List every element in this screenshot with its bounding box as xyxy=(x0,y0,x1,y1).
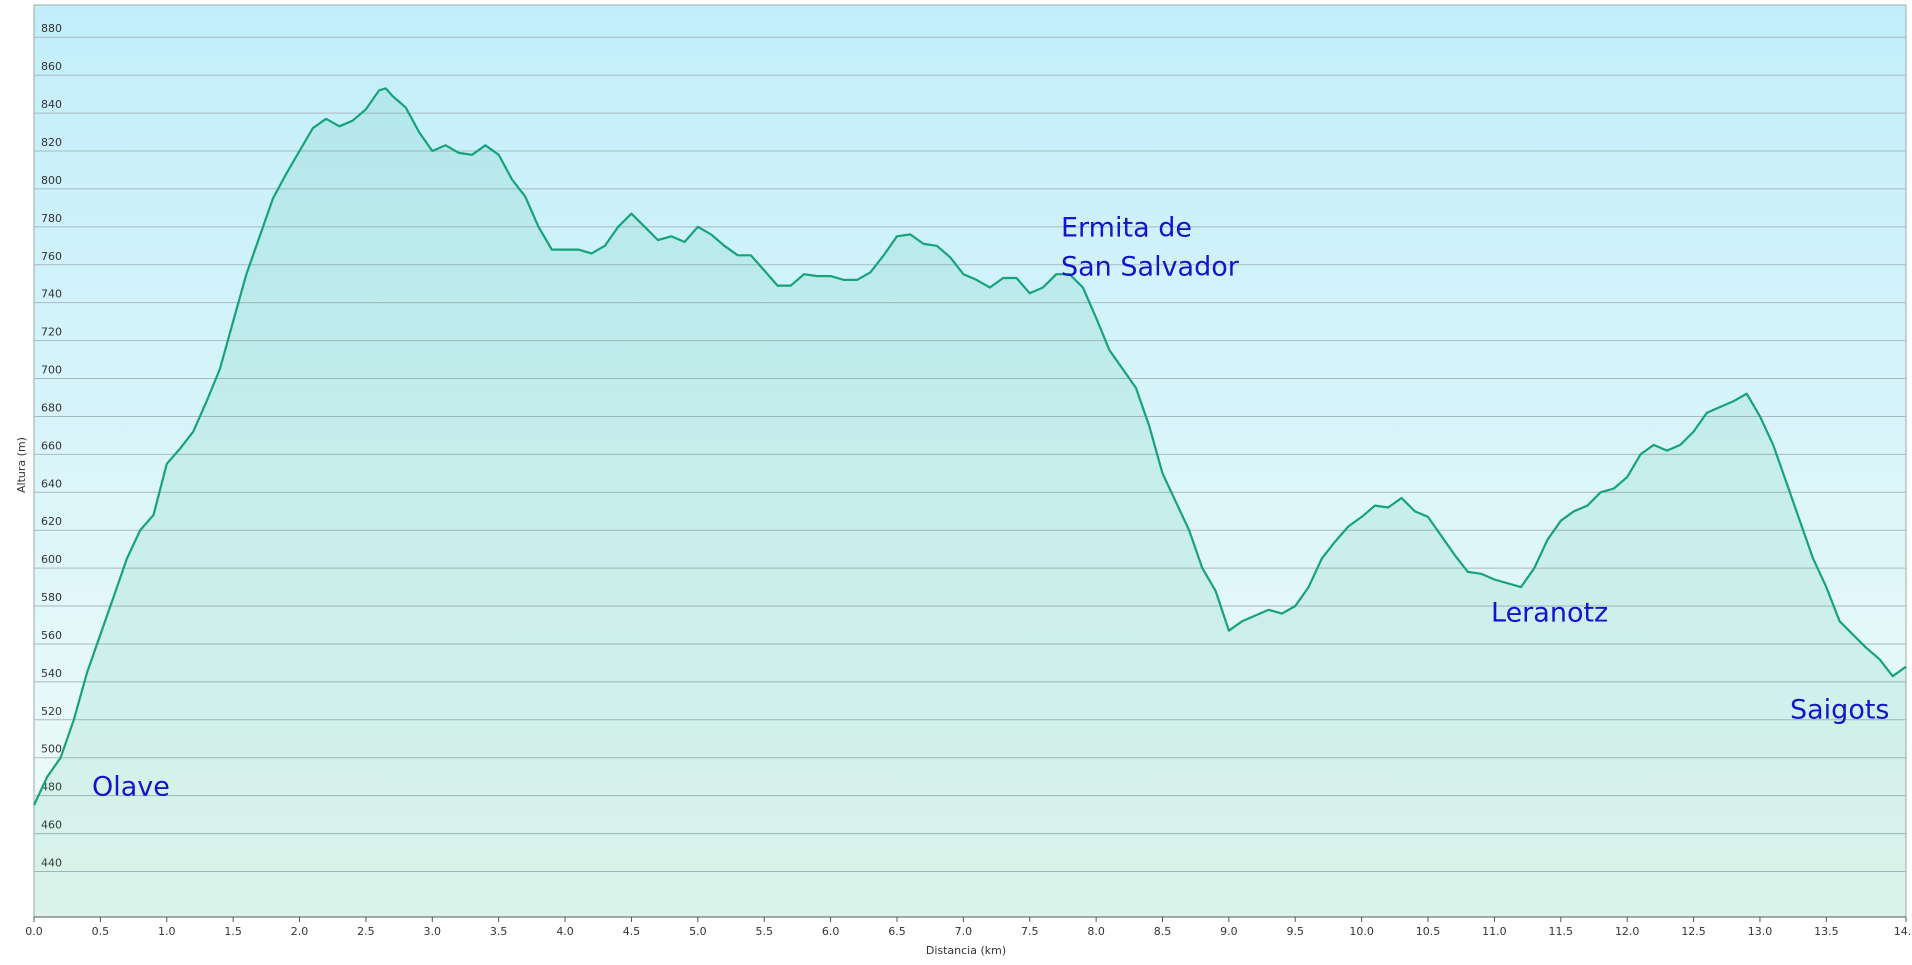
x-tick-label: 11.5 xyxy=(1549,925,1574,938)
x-tick-label: 13.5 xyxy=(1814,925,1839,938)
x-tick-label: 2.5 xyxy=(357,925,375,938)
x-tick-label: 7.0 xyxy=(955,925,973,938)
x-tick-label: 3.5 xyxy=(490,925,508,938)
annotation: Leranotz xyxy=(1491,598,1608,629)
y-tick-label: 520 xyxy=(41,705,62,718)
y-tick-label: 620 xyxy=(41,515,62,528)
y-tick-label: 640 xyxy=(41,477,62,490)
x-tick-label: 4.5 xyxy=(623,925,641,938)
annotation: San Salvador xyxy=(1061,252,1240,283)
x-tick-label: 12.0 xyxy=(1615,925,1640,938)
y-tick-label: 440 xyxy=(41,856,62,869)
x-tick-label: 1.0 xyxy=(158,925,176,938)
y-axis-label: Altura (m) xyxy=(15,437,28,493)
x-tick-label: 3.0 xyxy=(424,925,442,938)
x-tick-label: 4.0 xyxy=(556,925,574,938)
x-axis-label: Distancia (km) xyxy=(926,944,1006,957)
x-tick-label: 10.0 xyxy=(1349,925,1374,938)
plot-area xyxy=(33,4,1907,918)
y-tick-label: 540 xyxy=(41,667,62,680)
y-tick-label: 600 xyxy=(41,553,62,566)
y-tick-label: 580 xyxy=(41,591,62,604)
y-tick-label: 480 xyxy=(41,781,62,794)
y-tick-label: 780 xyxy=(41,212,62,225)
y-tick-label: 460 xyxy=(41,819,62,832)
line xyxy=(33,87,1907,806)
y-tick-label: 840 xyxy=(41,98,62,111)
y-tick-label: 860 xyxy=(41,60,62,73)
x-tick-label: 2.0 xyxy=(291,925,309,938)
y-tick-label: 740 xyxy=(41,288,62,301)
y-tick-label: 760 xyxy=(41,250,62,263)
x-tick-label: 13.0 xyxy=(1748,925,1773,938)
y-tick-label: 800 xyxy=(41,174,62,187)
x-tick-label: 8.5 xyxy=(1154,925,1172,938)
annotation: Olave xyxy=(92,772,170,803)
x-tick-label: 12.5 xyxy=(1681,925,1706,938)
x-tick-label: 11.0 xyxy=(1482,925,1507,938)
y-tick-label: 660 xyxy=(41,439,62,452)
y-tick-label: 720 xyxy=(41,326,62,339)
y-tick-label: 700 xyxy=(41,364,62,377)
x-tick-label: 0.0 xyxy=(25,925,43,938)
x-tick-label: 8.0 xyxy=(1087,925,1105,938)
x-tick-label: 7.5 xyxy=(1021,925,1039,938)
x-tick-label: 5.0 xyxy=(689,925,707,938)
x-tick-label: 10.5 xyxy=(1416,925,1441,938)
x-tick-label: 14.1 xyxy=(1894,925,1912,938)
x-tick-label: 9.5 xyxy=(1287,925,1305,938)
y-tick-label: 680 xyxy=(41,401,62,414)
x-tick-label: 5.5 xyxy=(755,925,773,938)
area xyxy=(34,88,1906,917)
y-tick-label: 820 xyxy=(41,136,62,149)
x-tick-label: 6.5 xyxy=(888,925,906,938)
x-tick-label: 0.5 xyxy=(92,925,110,938)
x-tick-label: 6.0 xyxy=(822,925,840,938)
x-tick-label: 1.5 xyxy=(224,925,242,938)
y-tick-label: 880 xyxy=(41,22,62,35)
annotation: Ermita de xyxy=(1061,213,1192,244)
y-tick-label: 560 xyxy=(41,629,62,642)
annotation: Saigots xyxy=(1790,695,1890,726)
y-tick-label: 500 xyxy=(41,743,62,756)
x-tick-label: 9.0 xyxy=(1220,925,1238,938)
